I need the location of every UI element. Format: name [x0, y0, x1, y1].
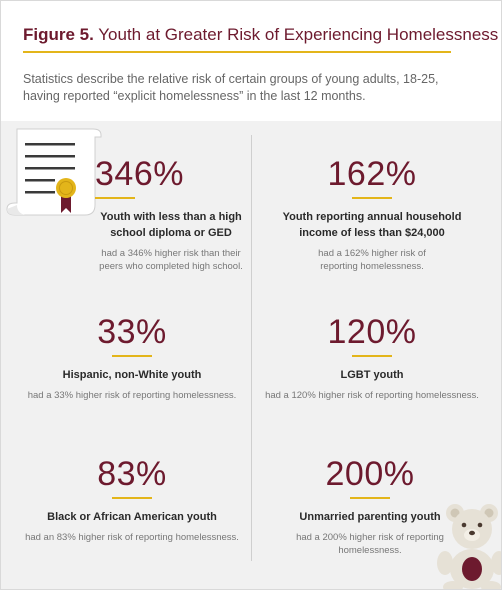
title-underline: [23, 51, 451, 53]
figure-header: Figure 5. Youth at Greater Risk of Exper…: [1, 1, 501, 121]
stat-description: had a 120% higher risk of reporting home…: [265, 390, 479, 401]
stat-group: Hispanic, non-White youth: [62, 369, 202, 381]
stat-description: had a 33% higher risk of reporting homel…: [27, 390, 237, 401]
stat-group: Black or African American youth: [47, 511, 217, 523]
stat-underline: [352, 197, 392, 199]
stat-underline: [350, 497, 390, 499]
stat-value: 33%: [97, 313, 167, 351]
figure-subtitle: Statistics describe the relative risk of…: [23, 72, 439, 103]
stat-group: Youth with less than a high school diplo…: [100, 211, 242, 239]
stat-description: had an 83% higher risk of reporting home…: [25, 532, 239, 543]
stat-group: Youth reporting annual household income …: [282, 211, 462, 239]
stat-underline: [95, 197, 135, 199]
column-divider: [251, 135, 252, 561]
stat-group: Unmarried parenting youth: [299, 511, 441, 523]
stat-hispanic: 33% Hispanic, non-White youth had a 33% …: [17, 313, 247, 402]
stat-value: 120%: [327, 313, 417, 351]
stat-description: had a 200% higher risk of reporting home…: [296, 532, 444, 556]
stat-value: 200%: [325, 455, 415, 493]
stat-low-income: 162% Youth reporting annual household in…: [277, 155, 467, 273]
stat-value: 346%: [95, 155, 184, 193]
stat-unmarried-parenting: 200% Unmarried parenting youth had a 200…: [265, 455, 475, 557]
stat-underline: [112, 497, 152, 499]
figure-label: Figure 5.: [23, 25, 94, 44]
stat-value: 162%: [327, 155, 417, 193]
stat-group: LGBT youth: [340, 369, 404, 381]
diploma-scroll-icon: [6, 128, 102, 216]
stat-underline: [112, 355, 152, 357]
stat-black: 83% Black or African American youth had …: [17, 455, 247, 544]
figure-title-text: Youth at Greater Risk of Experiencing Ho…: [93, 25, 499, 44]
stat-description: had a 162% higher risk of reporting home…: [318, 248, 426, 272]
stat-lgbt: 120% LGBT youth had a 120% higher risk o…: [257, 313, 487, 402]
stat-description: had a 346% higher risk than their peers …: [99, 248, 243, 272]
stat-underline: [352, 355, 392, 357]
stat-less-than-high-school: 346% Youth with less than a high school …: [89, 155, 253, 273]
stat-value: 83%: [97, 455, 167, 493]
teddy-bear-icon: [437, 504, 501, 589]
figure-title: Figure 5. Youth at Greater Risk of Exper…: [23, 25, 498, 45]
